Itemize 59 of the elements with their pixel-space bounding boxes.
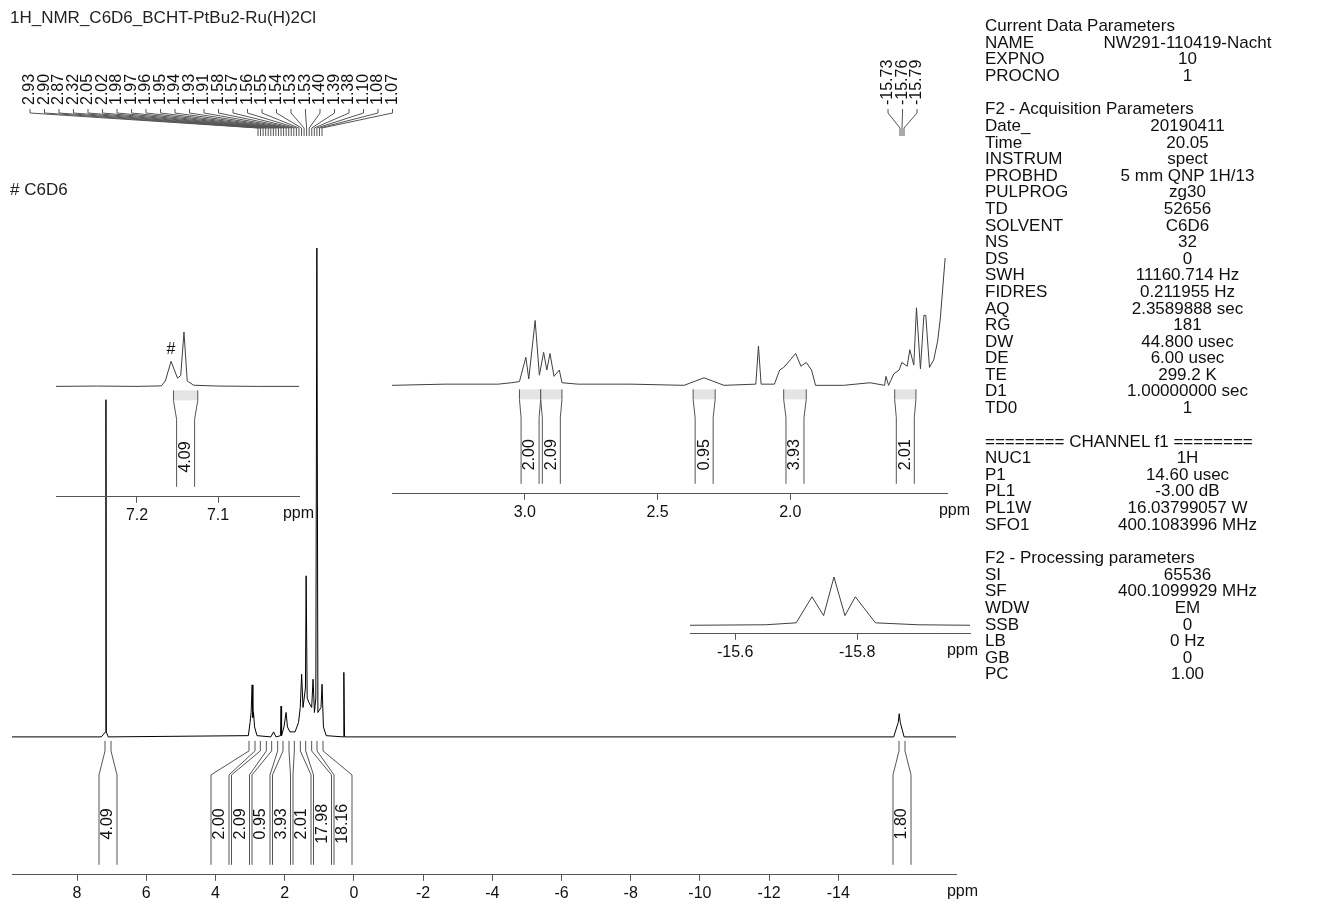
text: F2 - Processing parameters — [985, 548, 1196, 568]
text: PL1 -3.00 dB — [985, 481, 1220, 501]
annotation: 18.16 — [333, 803, 351, 844]
x-tick-label: -12 — [757, 883, 781, 901]
x-tick-label: -2 — [415, 883, 431, 901]
text: TD0 1 — [985, 398, 1193, 418]
x-tick-label: 6 — [141, 883, 151, 901]
x-tick-label: -4 — [485, 883, 500, 901]
x-tick-label: -6 — [554, 883, 569, 901]
band-label: 4.09 — [176, 441, 194, 473]
x-axis-title: ppm — [282, 504, 314, 522]
x-tick-label: 2.5 — [646, 502, 669, 520]
x-tick-label: 7.1 — [206, 505, 230, 523]
text: -15.79 — [907, 59, 925, 105]
annotation: 2.01 — [292, 808, 310, 840]
band-label: 2.01 — [895, 439, 913, 471]
x-tick-label: -15.8 — [838, 642, 876, 660]
annotation: 2.00 — [210, 808, 228, 840]
x-axis-title: ppm — [946, 882, 978, 900]
annotation: 4.09 — [98, 808, 116, 840]
x-tick-label: 8 — [72, 883, 82, 901]
x-tick-label: -14 — [826, 883, 851, 901]
text: SF 400.1099929 MHz — [985, 581, 1257, 601]
chart-title: 1H_NMR_C6D6_BCHT-PtBu2-Ru(H)2Cl — [10, 8, 317, 28]
x-tick-label: 3.0 — [513, 502, 536, 520]
text: AQ 2.3589888 sec — [985, 298, 1244, 318]
band-label: 3.93 — [785, 439, 803, 471]
x-axis-title: ppm — [946, 641, 978, 659]
x-tick-label: 0 — [349, 883, 359, 901]
text: NAME NW291-110419-Nacht — [985, 32, 1272, 52]
x-tick-label: -10 — [688, 883, 712, 901]
x-tick-label: -15.6 — [716, 642, 754, 660]
text: WDW EM — [985, 598, 1201, 617]
band-label: 2.00 — [520, 439, 538, 471]
text: SOLVENT C6D6 — [985, 215, 1210, 235]
x-axis-title: ppm — [938, 501, 970, 519]
annotation: 2.09 — [230, 808, 248, 840]
text: DW 44.800 usec — [985, 331, 1234, 351]
band-label: 2.09 — [541, 439, 559, 471]
text: Time 20.05 — [985, 132, 1209, 152]
text: PC 1.00 — [985, 664, 1205, 684]
annotation: # — [166, 339, 176, 357]
x-tick-label: -8 — [623, 883, 638, 901]
annotation: 0.95 — [251, 808, 269, 840]
x-tick-label: 2 — [280, 883, 290, 901]
text: D1 1.00000000 sec — [985, 381, 1248, 401]
text: INSTRUM spect — [985, 149, 1208, 169]
text: # C6D6 — [10, 180, 68, 200]
text: F2 - Acquisition Parameters — [985, 99, 1195, 119]
x-tick-label: 4 — [211, 883, 221, 901]
annotation: 17.98 — [312, 803, 330, 844]
text: Current Data Parameters — [985, 16, 1176, 35]
x-tick-label: 2.0 — [779, 502, 802, 520]
text: SSB 0 — [985, 614, 1193, 634]
band-label: 0.95 — [694, 439, 712, 471]
text: ======== CHANNEL f1 ======== — [985, 431, 1254, 451]
annotation: 1.80 — [892, 808, 910, 840]
x-tick-label: 7.2 — [125, 505, 149, 523]
annotation: 3.93 — [271, 808, 289, 840]
